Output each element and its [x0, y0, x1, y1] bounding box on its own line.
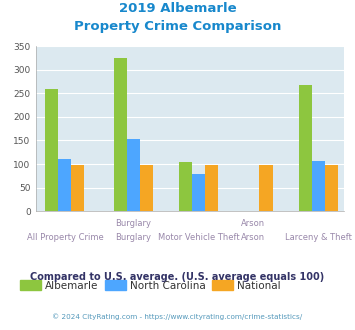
Text: 2019 Albemarle: 2019 Albemarle: [119, 2, 236, 15]
Bar: [179, 162, 192, 211]
Bar: [114, 58, 127, 211]
Text: Arson: Arson: [241, 233, 265, 242]
Bar: [205, 165, 218, 211]
Bar: [45, 89, 58, 211]
Text: Property Crime Comparison: Property Crime Comparison: [74, 20, 281, 33]
Text: Larceny & Theft: Larceny & Theft: [285, 233, 352, 242]
Bar: [58, 159, 71, 211]
Bar: [260, 165, 273, 211]
Bar: [312, 161, 325, 211]
Legend: Albemarle, North Carolina, National: Albemarle, North Carolina, National: [16, 276, 285, 295]
Bar: [71, 165, 84, 211]
Bar: [325, 165, 338, 211]
Text: © 2024 CityRating.com - https://www.cityrating.com/crime-statistics/: © 2024 CityRating.com - https://www.city…: [53, 314, 302, 320]
Text: All Property Crime: All Property Crime: [27, 233, 103, 242]
Text: Burglary: Burglary: [115, 233, 152, 242]
Bar: [299, 85, 312, 211]
Bar: [127, 139, 140, 211]
Text: Motor Vehicle Theft: Motor Vehicle Theft: [158, 233, 240, 242]
Text: Burglary: Burglary: [115, 219, 152, 228]
Text: Compared to U.S. average. (U.S. average equals 100): Compared to U.S. average. (U.S. average …: [31, 272, 324, 282]
Bar: [192, 175, 205, 211]
Text: Arson: Arson: [241, 219, 265, 228]
Bar: [140, 165, 153, 211]
